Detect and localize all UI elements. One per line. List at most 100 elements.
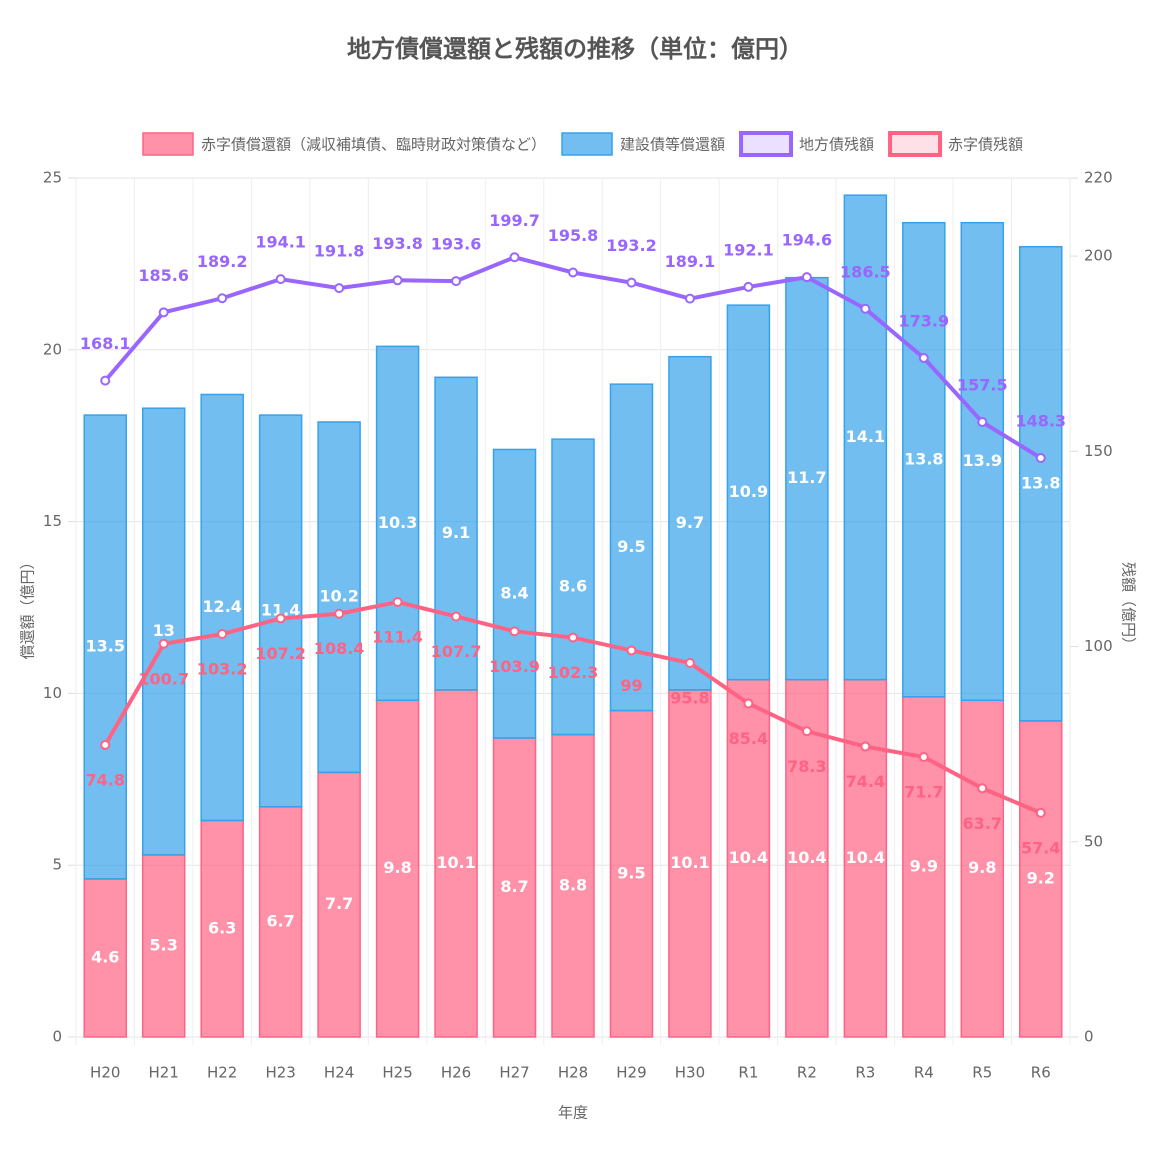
legend-swatch <box>888 131 943 157</box>
line-point <box>275 274 286 285</box>
x-tick-label: H21 <box>149 1064 179 1082</box>
bar <box>609 383 654 712</box>
line-point <box>977 417 988 428</box>
bar-label: 13.8 <box>1021 473 1060 492</box>
bar-label: 10.3 <box>378 513 417 532</box>
line-point <box>568 632 578 643</box>
bar <box>843 194 888 681</box>
x-tick-label: R3 <box>855 1064 875 1082</box>
line-label: 85.4 <box>729 729 768 748</box>
bar-label: 13.8 <box>904 449 943 468</box>
bar-label: 6.7 <box>266 911 294 930</box>
line-label: 157.5 <box>957 376 1008 395</box>
legend-swatch <box>561 132 613 156</box>
line <box>103 255 1042 460</box>
y-axis-title: 償還額（億円） <box>19 554 37 659</box>
bar-label: 13.9 <box>963 451 1002 470</box>
bar <box>317 771 361 1038</box>
x-tick-label: R4 <box>914 1064 934 1082</box>
x-tick-label: H20 <box>90 1064 120 1082</box>
y2-axis-title: 残額（億円） <box>1120 562 1138 652</box>
line-point <box>626 277 637 288</box>
bar <box>375 345 420 702</box>
x-tick-label: H23 <box>265 1064 295 1082</box>
line-label: 168.1 <box>80 334 131 353</box>
line-point <box>684 293 695 304</box>
line-point <box>801 726 812 737</box>
line-point <box>334 283 345 294</box>
bar <box>668 689 712 1038</box>
line-label: 194.6 <box>782 231 833 250</box>
bar <box>258 806 303 1038</box>
line-point <box>977 783 988 794</box>
line-label: 103.9 <box>489 657 540 676</box>
x-tick-label: H30 <box>675 1064 705 1082</box>
bar-label: 6.3 <box>208 918 236 937</box>
y-tick-label: 20 <box>43 340 62 358</box>
line-point <box>918 352 929 363</box>
line-label: 74.8 <box>85 770 124 789</box>
legend-label: 赤字債残額 <box>948 136 1023 154</box>
bar-label: 9.2 <box>1027 868 1055 887</box>
y-tick-label: 15 <box>43 512 62 530</box>
line-label: 189.1 <box>665 252 716 271</box>
bar <box>551 438 595 736</box>
bar-label: 9.5 <box>617 537 645 556</box>
line-point <box>509 252 520 263</box>
bar-label: 7.7 <box>325 894 353 913</box>
bar-label: 8.4 <box>500 583 528 602</box>
bar-label: 14.1 <box>846 427 885 446</box>
legend-label: 地方債残額 <box>799 136 874 154</box>
bar-label: 11.4 <box>261 600 300 619</box>
bar-label: 8.6 <box>559 576 587 595</box>
bar <box>141 407 186 856</box>
line-point <box>568 267 578 278</box>
bar <box>960 699 1005 1038</box>
line-label: 195.8 <box>548 226 599 245</box>
line-label: 57.4 <box>1021 838 1060 857</box>
bar <box>375 699 420 1038</box>
bar-label: 10.4 <box>729 848 768 867</box>
bar <box>434 376 478 691</box>
y-tick-label: 5 <box>52 856 62 874</box>
bar-label: 10.1 <box>670 853 709 872</box>
bar-label: 5.3 <box>150 935 178 954</box>
x-tick-label: R1 <box>738 1064 758 1082</box>
bar <box>1019 245 1063 722</box>
bar-label: 9.8 <box>383 858 411 877</box>
bar-label: 10.9 <box>729 482 768 501</box>
bar-label: 9.9 <box>910 856 938 875</box>
line-point <box>100 739 111 750</box>
y-tick-label: 10 <box>43 684 62 702</box>
bar-label: 13.5 <box>85 637 124 656</box>
bar-label: 9.5 <box>617 863 645 882</box>
line-point <box>801 272 812 283</box>
bar-label: 10.4 <box>846 848 885 867</box>
x-tick-label: H24 <box>324 1064 354 1082</box>
legend-swatch <box>142 132 194 156</box>
line-label: 95.8 <box>670 688 709 707</box>
bar <box>492 448 537 739</box>
bar-label: 12.4 <box>202 597 241 616</box>
bar <box>726 304 771 681</box>
bar <box>960 221 1005 702</box>
y-tick-label: 0 <box>52 1028 62 1046</box>
line-label: 63.7 <box>963 814 1002 833</box>
line-label: 186.5 <box>840 262 891 281</box>
bar <box>843 678 888 1038</box>
line-point <box>918 752 929 763</box>
bar-label: 13 <box>153 621 175 640</box>
line-label: 191.8 <box>314 242 365 261</box>
bar <box>902 221 946 698</box>
x-axis-title: 年度 <box>558 1104 588 1122</box>
bar <box>1019 720 1063 1038</box>
x-tick-label: H25 <box>382 1064 412 1082</box>
bar-label: 11.7 <box>787 468 826 487</box>
line-label: 148.3 <box>1015 411 1066 430</box>
y2-tick-label: 220 <box>1084 169 1113 187</box>
legend-label: 建設債等償還額 <box>620 136 725 154</box>
bar <box>141 854 186 1038</box>
line-label: 173.9 <box>899 311 950 330</box>
line-point <box>334 608 345 619</box>
y2-tick-label: 150 <box>1084 442 1113 460</box>
